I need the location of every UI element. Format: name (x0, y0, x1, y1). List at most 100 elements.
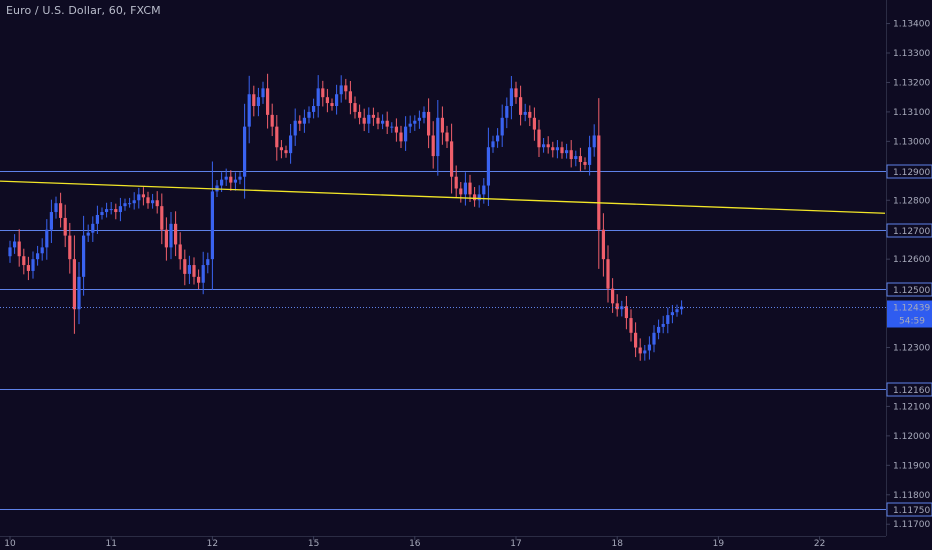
candle-body (146, 197, 150, 204)
x-tick-label: 12 (207, 539, 218, 549)
candle-body (160, 206, 164, 230)
candle-body (381, 120, 385, 124)
candle-body (266, 88, 270, 115)
level-price-label: 1.12500 (893, 286, 930, 296)
candle-body (289, 135, 293, 154)
candle-body (169, 223, 173, 248)
candle-body (592, 135, 596, 148)
candle-body (624, 306, 628, 319)
candle-body (128, 203, 132, 205)
candle-body (316, 88, 320, 107)
candle-body (611, 288, 615, 304)
candle-body (362, 117, 366, 124)
candle-body (233, 179, 237, 183)
candle-body (473, 194, 477, 201)
x-tick-label: 11 (105, 539, 116, 549)
candle-body (371, 114, 375, 118)
candle-body (634, 332, 638, 348)
candle-body (597, 135, 601, 230)
candle-body (40, 247, 44, 254)
x-tick-label: 17 (510, 539, 521, 549)
y-tick-label: 1.13000 (893, 137, 930, 147)
candle-body (657, 326, 661, 333)
candle-body (427, 111, 431, 136)
candle-body (330, 103, 334, 107)
candle-body (436, 117, 440, 157)
candle-body (36, 253, 40, 260)
candle-body (514, 88, 518, 98)
candle-body (661, 323, 665, 327)
candle-body (137, 194, 141, 201)
candle-body (206, 259, 210, 266)
candle-body (256, 97, 260, 107)
y-tick-label: 1.11900 (893, 461, 930, 471)
candle-body (164, 229, 168, 248)
candle-body (482, 185, 486, 195)
candle-body (155, 200, 159, 207)
candle-body (675, 309, 679, 313)
candle-body (100, 212, 104, 215)
candle-body (601, 229, 605, 260)
chart-title: Euro / U.S. Dollar, 60, FXCM (6, 4, 161, 17)
candle-body (114, 209, 118, 213)
candle-body (178, 244, 182, 260)
candle-body (578, 156, 582, 162)
candle-body (247, 94, 251, 127)
candle-body (647, 344, 651, 351)
countdown-label: 54:59 (899, 317, 925, 327)
candle-body (82, 235, 86, 277)
candle-body (123, 203, 127, 207)
candle-body (532, 117, 536, 130)
candle-body (151, 200, 155, 204)
candle-body (252, 94, 256, 107)
candle-body (348, 91, 352, 104)
candle-body (174, 223, 178, 245)
candle-body (197, 276, 201, 283)
y-tick-label: 1.12000 (893, 432, 930, 442)
candle-body (468, 182, 472, 195)
candle-body (105, 209, 109, 213)
candle-body (652, 332, 656, 345)
level-price-label: 1.12160 (893, 386, 930, 396)
candle-body (13, 241, 17, 248)
candle-body (404, 126, 408, 142)
current-price-box (887, 300, 932, 328)
candle-body (8, 247, 12, 257)
candle-body (463, 182, 467, 195)
candle-body (224, 176, 228, 180)
candle-body (243, 126, 247, 177)
candle-body (192, 265, 196, 277)
candle-body (22, 256, 26, 266)
level-price-label: 1.12900 (893, 168, 930, 178)
candle-body (509, 88, 513, 107)
candle-body (555, 147, 559, 151)
candle-body (445, 132, 449, 142)
candle-body (49, 212, 53, 230)
y-tick-label: 1.13200 (893, 78, 930, 88)
candle-body (546, 144, 550, 148)
candle-body (109, 209, 113, 211)
candle-body (270, 114, 274, 127)
candle-body (417, 117, 421, 121)
candle-body (261, 88, 265, 98)
y-tick-label: 1.12100 (893, 402, 930, 412)
candle-body (565, 150, 569, 154)
candle-body (500, 117, 504, 136)
candle-body (560, 147, 564, 154)
candle-body (606, 259, 610, 289)
candle-body (666, 315, 670, 324)
candle-body (26, 265, 30, 271)
candle-body (312, 106, 316, 112)
candle-body (537, 129, 541, 148)
candle-body (491, 141, 495, 148)
candle-body (385, 120, 389, 127)
x-tick-label: 16 (409, 539, 421, 549)
y-tick-label: 1.11700 (893, 520, 930, 530)
candle-body (422, 111, 426, 118)
candle-body (505, 106, 509, 118)
candle-body (275, 126, 279, 148)
y-tick-label: 1.13400 (893, 20, 930, 30)
candle-body (574, 156, 578, 160)
candle-body (279, 147, 283, 151)
